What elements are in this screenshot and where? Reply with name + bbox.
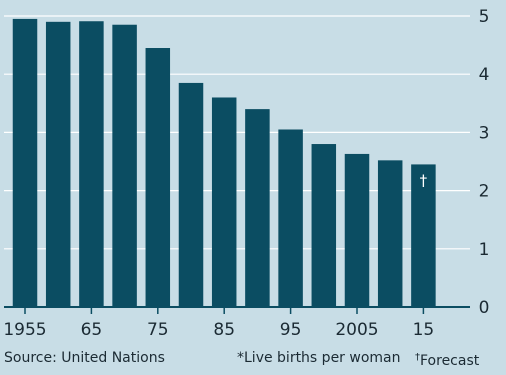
y-tick-label: 5 [479,7,490,27]
bar [245,109,270,308]
units-note: *Live births per woman [237,350,401,366]
bar [377,160,403,307]
y-tick-label: 4 [479,65,490,85]
forecast-note-mark: † [415,352,420,363]
bar [79,21,104,307]
y-tick-label: 3 [479,123,490,143]
bar [278,129,303,307]
x-tick-label: 75 [147,320,169,340]
x-tick-label: 15 [413,320,435,340]
forecast-note-text: Forecast [420,353,480,369]
y-tick-label: 1 [479,240,490,260]
bar [211,97,237,307]
bar [45,21,71,307]
x-tick-label: 1955 [3,320,46,340]
source-note: Source: United Nations [4,350,165,366]
x-tick-label: 95 [280,320,302,340]
x-tick-label: 2005 [335,320,378,340]
y-tick-label: 0 [479,298,490,318]
bar [145,48,171,307]
bar [12,18,38,307]
bar [178,82,204,308]
bar [311,144,337,307]
bar [112,24,137,307]
bar [411,164,436,307]
x-tick-label: 65 [81,320,103,340]
forecast-marker: † [420,171,428,189]
x-tick-label: 85 [213,320,235,340]
bar [344,153,370,307]
y-tick-label: 2 [479,182,490,202]
forecast-note: †Forecast [415,349,479,370]
